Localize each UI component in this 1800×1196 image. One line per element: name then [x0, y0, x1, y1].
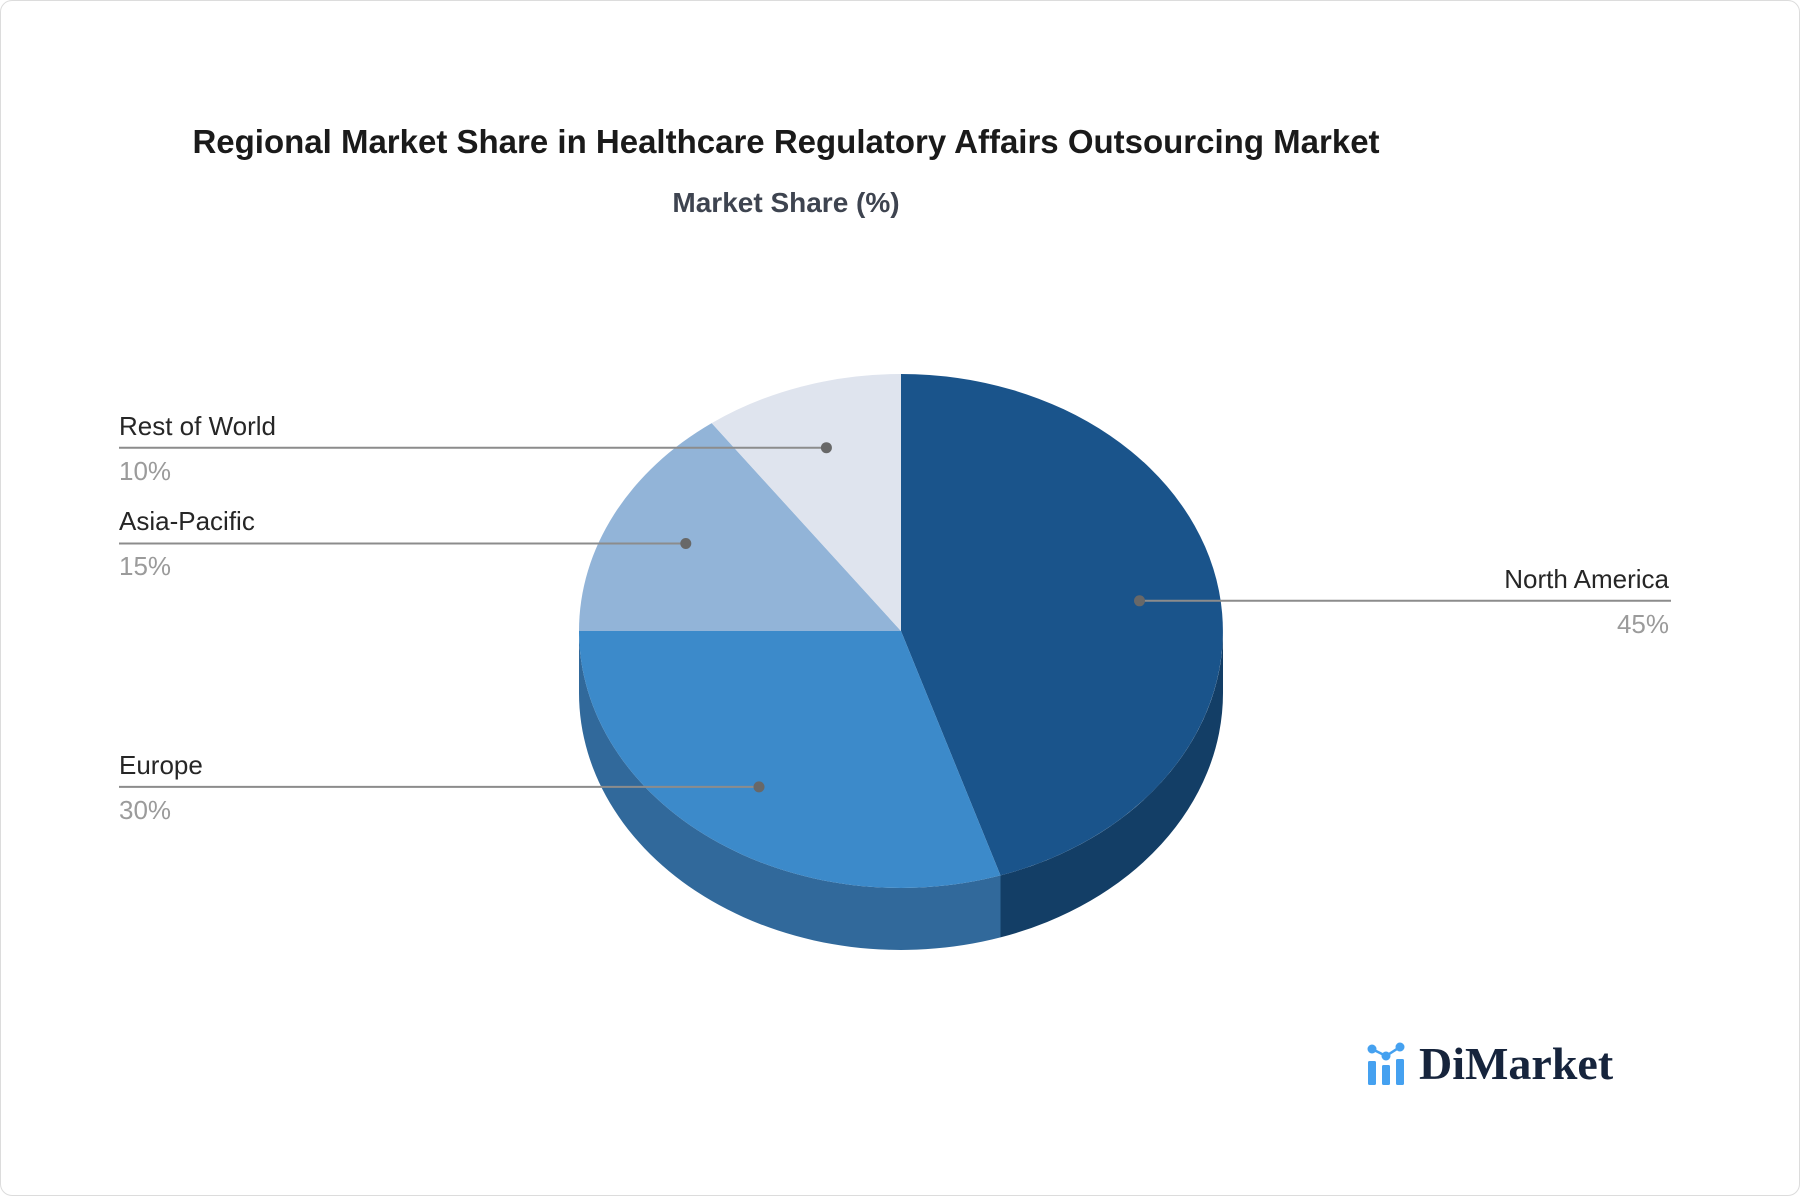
leader-dot: [680, 538, 692, 549]
slice-label: Europe: [119, 749, 203, 780]
logo-dot: [1381, 1051, 1391, 1061]
slice-percentage: 15%: [119, 551, 172, 582]
pie-slice-north-america[interactable]: [901, 374, 1223, 876]
leader-dot: [1134, 595, 1145, 607]
pie-slice-europe[interactable]: [579, 631, 1001, 888]
chart-title: Regional Market Share in Healthcare Regu…: [192, 123, 1380, 160]
brand-logo[interactable]: DiMarket: [1367, 1041, 1613, 1087]
leader-dot: [820, 442, 832, 454]
leader-lines: [119, 442, 1671, 793]
slice-label: Rest of World: [119, 410, 277, 441]
logo-bar: [1382, 1065, 1390, 1085]
logo-bar: [1368, 1061, 1376, 1085]
slice-percentage: 10%: [119, 455, 172, 486]
logo-dot: [1395, 1042, 1405, 1052]
chart-subtitle: Market Share (%): [672, 187, 900, 218]
slice-percentage: 30%: [119, 794, 172, 825]
logo-bar: [1396, 1059, 1404, 1085]
bar-line-chart-icon: [1367, 1042, 1405, 1085]
brand-name: DiMarket: [1419, 1038, 1614, 1089]
logo-dot: [1367, 1044, 1377, 1054]
pie-slice-rest-of-world[interactable]: [711, 374, 901, 631]
slice-percentage: 45%: [1616, 608, 1669, 639]
pie-slice-side-north-america: [1000, 631, 1223, 938]
pie-slice-side-europe: [579, 631, 1001, 950]
pie-slice-asia-pacific[interactable]: [579, 423, 901, 631]
leader-dot: [753, 781, 765, 793]
slice-label: Asia-Pacific: [119, 506, 255, 537]
slice-label: North America: [1504, 563, 1669, 594]
pie-3d-sides: [579, 631, 1223, 950]
pie-slices: [579, 374, 1223, 888]
